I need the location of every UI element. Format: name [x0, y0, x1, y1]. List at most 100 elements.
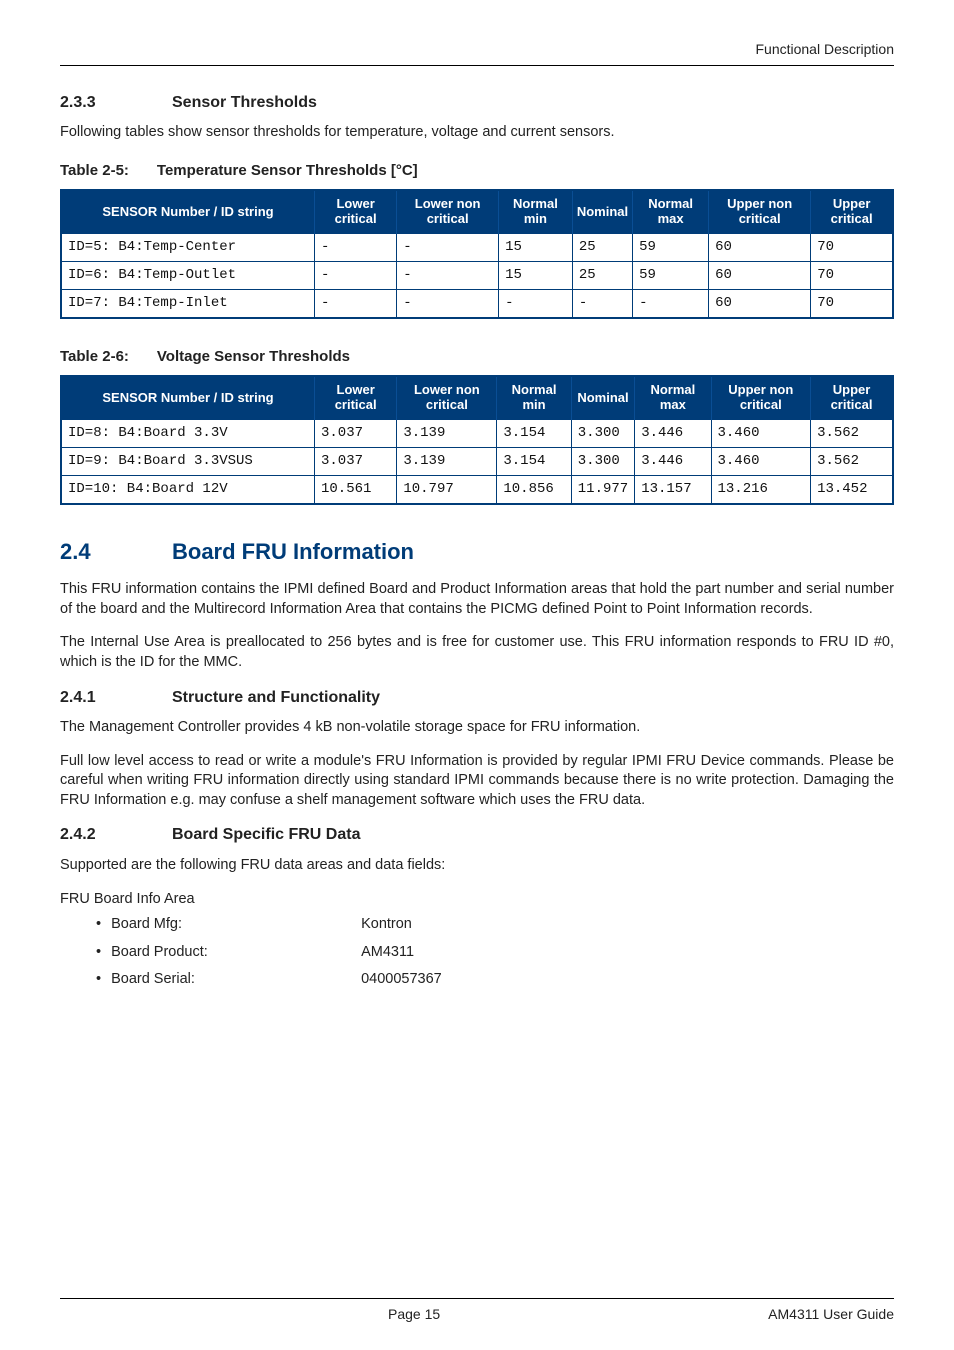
heading-number: 2.4.2: [60, 824, 128, 846]
table-cell: 60: [709, 289, 811, 317]
paragraph: The Internal Use Area is preallocated to…: [60, 633, 894, 672]
table-cell: 3.154: [497, 419, 571, 447]
table-cell: -: [315, 262, 397, 290]
table-caption-number: Table 2-6:: [60, 347, 129, 367]
fru-field-label: Board Product:: [111, 943, 361, 963]
table-cell: 13.216: [711, 475, 811, 503]
paragraph: Full low level access to read or write a…: [60, 752, 894, 811]
table-cell: 15: [499, 262, 573, 290]
col-header: Upper non critical: [709, 190, 811, 233]
table-cell: 3.300: [571, 419, 634, 447]
col-header: Lower non criti­cal: [397, 376, 497, 419]
list-item: •Board Mfg:Kontron: [96, 915, 894, 935]
col-header: SENSOR Number / ID string: [61, 376, 315, 419]
table-header: SENSOR Number / ID string Lower critical…: [61, 190, 893, 233]
col-header: Upper non critical: [711, 376, 811, 419]
paragraph: FRU Board Info Area: [60, 890, 894, 910]
heading-title: Sensor Thresholds: [172, 92, 317, 114]
col-header: Nominal: [571, 376, 634, 419]
heading-number: 2.3.3: [60, 92, 128, 114]
table-header: SENSOR Number / ID string Lower critical…: [61, 376, 893, 419]
col-header: Upper critical: [811, 376, 893, 419]
heading-title: Structure and Functionality: [172, 687, 380, 709]
col-header: Normal max: [635, 376, 711, 419]
col-header: Normal min: [497, 376, 571, 419]
table-cell: 3.139: [397, 447, 497, 475]
heading-number: 2.4: [60, 537, 128, 567]
fru-field-value: Kontron: [361, 915, 412, 935]
table-body: ID=8: B4:Board 3.3V3.0373.1393.1543.3003…: [61, 419, 893, 503]
col-header: Lower critical: [315, 190, 397, 233]
heading-2-4: 2.4 Board FRU Information: [60, 537, 894, 567]
heading-title: Board FRU Information: [172, 537, 414, 567]
table-caption-title: Temperature Sensor Thresholds [°C]: [157, 161, 418, 181]
col-header: Normal max: [633, 190, 709, 233]
table-cell: 3.446: [635, 447, 711, 475]
heading-2-3-3: 2.3.3 Sensor Thresholds: [60, 92, 894, 114]
table-cell: 70: [811, 262, 893, 290]
table-row: ID=9: B4:Board 3.3VSUS3.0373.1393.1543.3…: [61, 447, 893, 475]
table-cell: 70: [811, 234, 893, 262]
table-cell: ID=6: B4:Temp-Outlet: [61, 262, 315, 290]
table-cell: 3.037: [315, 447, 397, 475]
table-cell: 3.300: [571, 447, 634, 475]
fru-field-label: Board Serial:: [111, 970, 361, 990]
header-rule: [60, 65, 894, 66]
table-cell: 60: [709, 262, 811, 290]
table-cell: 3.460: [711, 447, 811, 475]
table-cell: 70: [811, 289, 893, 317]
fru-field-label: Board Mfg:: [111, 915, 361, 935]
table-caption-2-5: Table 2-5: Temperature Sensor Thresholds…: [60, 161, 894, 181]
heading-2-4-1: 2.4.1 Structure and Functionality: [60, 687, 894, 709]
paragraph: The Management Controller provides 4 kB …: [60, 718, 894, 738]
table-cell: 10.797: [397, 475, 497, 503]
fru-field-value: 0400057367: [361, 970, 442, 990]
table-cell: ID=7: B4:Temp-Inlet: [61, 289, 315, 317]
bullet-icon: •: [96, 943, 101, 963]
col-header: SENSOR Number / ID string: [61, 190, 315, 233]
bullet-icon: •: [96, 970, 101, 990]
footer-rule: [60, 1298, 894, 1299]
table-2-5-wrap: SENSOR Number / ID string Lower critical…: [60, 189, 894, 319]
paragraph: Following tables show sensor thresholds …: [60, 123, 894, 143]
table-row: ID=5: B4:Temp-Center--1525596070: [61, 234, 893, 262]
table-cell: 10.561: [315, 475, 397, 503]
heading-2-4-2: 2.4.2 Board Specific FRU Data: [60, 824, 894, 846]
table-cell: 11.977: [571, 475, 634, 503]
table-2-5: SENSOR Number / ID string Lower critical…: [60, 189, 894, 319]
footer-page-number: Page 15: [388, 1305, 440, 1324]
table-cell: 13.157: [635, 475, 711, 503]
table-cell: -: [397, 289, 499, 317]
table-cell: 13.452: [811, 475, 893, 503]
table-2-6: SENSOR Number / ID string Lower critical…: [60, 375, 894, 505]
page: Functional Description 2.3.3 Sensor Thre…: [0, 0, 954, 1350]
table-cell: ID=10: B4:Board 12V: [61, 475, 315, 503]
table-cell: 15: [499, 234, 573, 262]
table-cell: -: [315, 234, 397, 262]
table-cell: -: [315, 289, 397, 317]
table-cell: 10.856: [497, 475, 571, 503]
heading-title: Board Specific FRU Data: [172, 824, 360, 846]
table-cell: 3.562: [811, 447, 893, 475]
table-2-6-wrap: SENSOR Number / ID string Lower critical…: [60, 375, 894, 505]
table-body: ID=5: B4:Temp-Center--1525596070ID=6: B4…: [61, 234, 893, 318]
running-header: Functional Description: [60, 40, 894, 65]
list-item: •Board Product:AM4311: [96, 943, 894, 963]
table-cell: -: [397, 234, 499, 262]
table-cell: 3.037: [315, 419, 397, 447]
table-caption-number: Table 2-5:: [60, 161, 129, 181]
col-header: Lower critical: [315, 376, 397, 419]
table-row: ID=6: B4:Temp-Outlet--1525596070: [61, 262, 893, 290]
table-cell: 25: [572, 262, 632, 290]
table-cell: -: [499, 289, 573, 317]
table-cell: 3.446: [635, 419, 711, 447]
table-cell: 3.562: [811, 419, 893, 447]
table-cell: ID=9: B4:Board 3.3VSUS: [61, 447, 315, 475]
table-cell: 3.460: [711, 419, 811, 447]
footer-doc-title: AM4311 User Guide: [768, 1305, 894, 1324]
col-header: Nominal: [572, 190, 632, 233]
table-caption-2-6: Table 2-6: Voltage Sensor Thresholds: [60, 347, 894, 367]
col-header: Upper critical: [811, 190, 893, 233]
table-cell: -: [633, 289, 709, 317]
table-cell: 25: [572, 234, 632, 262]
